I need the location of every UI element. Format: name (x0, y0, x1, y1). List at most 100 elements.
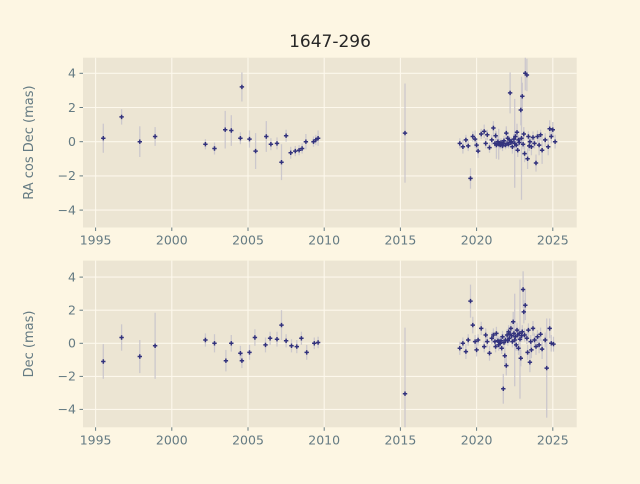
data-marker (101, 136, 106, 141)
y-tick-label: −4 (58, 202, 76, 217)
data-marker (518, 107, 523, 113)
data-marker (513, 334, 518, 339)
data-marker (283, 133, 289, 138)
data-marker (507, 137, 512, 143)
data-marker (498, 341, 503, 346)
data-marker (503, 337, 508, 343)
data-marker (499, 346, 504, 351)
plot-area-dec (83, 260, 577, 428)
data-marker (460, 144, 466, 149)
data-marker (253, 148, 258, 154)
data-marker (551, 341, 556, 347)
data-marker (520, 142, 526, 147)
data-marker (522, 332, 527, 338)
data-marker (457, 141, 462, 146)
data-marker (536, 342, 542, 348)
data-marker (543, 137, 548, 143)
data-marker (263, 342, 268, 348)
x-tick-label: 2000 (156, 233, 188, 248)
data-marker (524, 336, 530, 341)
data-marker (526, 327, 531, 333)
y-tick-label: −2 (58, 168, 76, 183)
data-marker (279, 322, 284, 328)
data-marker (483, 141, 488, 146)
data-marker (311, 139, 316, 144)
data-marker (550, 127, 555, 132)
y-axis-label-dec: Dec (mas) (22, 311, 37, 378)
x-tick-label: 1995 (80, 233, 112, 248)
data-marker (463, 349, 469, 354)
data-marker (507, 336, 512, 341)
data-marker (279, 160, 284, 165)
data-marker (315, 340, 321, 345)
data-marker (296, 148, 302, 153)
data-marker (520, 329, 525, 334)
data-marker (466, 337, 471, 343)
data-marker (510, 339, 515, 344)
data-marker (479, 131, 484, 137)
data-marker (543, 337, 548, 343)
data-marker (483, 332, 488, 338)
data-marker (289, 343, 294, 348)
data-marker (313, 137, 318, 143)
data-marker (520, 287, 526, 292)
data-marker (504, 363, 509, 368)
data-marker (547, 126, 552, 131)
data-marker (152, 134, 158, 139)
data-marker (475, 148, 481, 154)
data-marker (470, 322, 475, 328)
chart-title: 1647-296 (289, 32, 371, 52)
data-marker (525, 156, 530, 161)
data-marker (482, 129, 487, 134)
data-marker (229, 128, 234, 133)
data-marker (493, 133, 498, 138)
data-marker (538, 132, 543, 137)
data-marker (527, 360, 533, 365)
data-marker (532, 141, 537, 146)
data-marker (137, 139, 142, 144)
data-marker (502, 353, 507, 358)
data-marker (274, 141, 280, 146)
data-marker (509, 139, 514, 144)
y-tick-label: 2 (68, 303, 76, 318)
data-marker (528, 339, 533, 344)
data-marker (504, 130, 509, 136)
data-marker (267, 336, 273, 341)
data-marker (530, 326, 536, 331)
data-marker (252, 335, 258, 340)
data-marker (468, 176, 473, 181)
data-marker (479, 326, 484, 331)
data-marker (521, 309, 526, 315)
y-tick-label: −2 (58, 369, 76, 384)
data-marker (493, 344, 498, 349)
data-marker (491, 332, 496, 338)
data-marker (510, 144, 515, 149)
data-marker (304, 350, 309, 355)
x-tick-label: 2010 (308, 233, 340, 248)
data-marker (460, 341, 466, 346)
data-marker (472, 339, 478, 344)
data-marker (137, 354, 142, 359)
x-tick-label: 2015 (384, 233, 416, 248)
data-marker (203, 337, 208, 343)
data-marker (457, 346, 462, 351)
data-marker (549, 134, 554, 139)
data-marker (303, 139, 309, 144)
data-marker (466, 143, 471, 149)
data-marker (500, 334, 505, 339)
x-tick-label: 2020 (461, 233, 493, 248)
data-marker (402, 391, 408, 396)
data-marker (312, 341, 317, 346)
data-marker (501, 138, 507, 143)
data-marker (514, 327, 520, 333)
data-marker (516, 137, 521, 143)
data-marker (544, 365, 549, 371)
data-marker (536, 142, 542, 148)
axes-layer: 1995 2000 2005 2010 2015 2020 2025 −4 −2 0 2 4 1995 2… (58, 57, 577, 447)
x-tick-label: 1995 (80, 432, 112, 447)
data-marker (212, 341, 217, 346)
data-marker (474, 142, 479, 148)
data-marker (152, 343, 158, 348)
data-marker (527, 139, 533, 144)
